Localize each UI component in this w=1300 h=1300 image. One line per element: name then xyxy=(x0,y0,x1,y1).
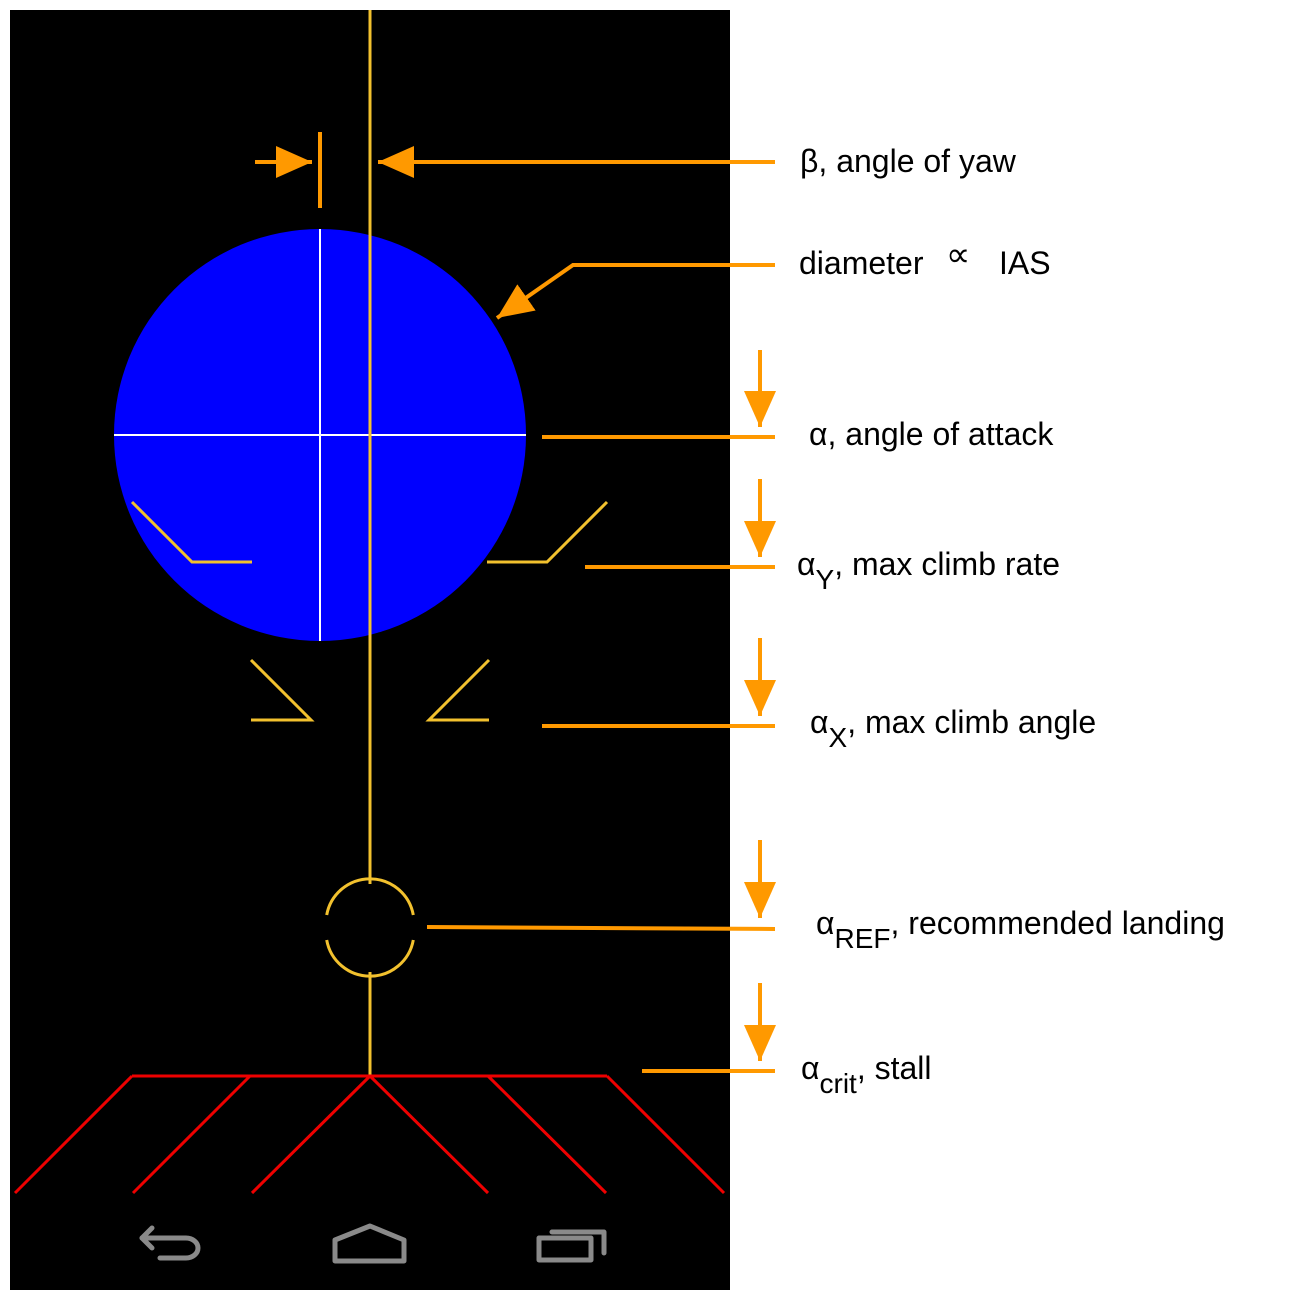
landing-reference-arc-top xyxy=(325,877,415,916)
max-climb-angle-chevron-left xyxy=(249,658,315,722)
annotations xyxy=(255,132,776,1073)
max-climb-rate-chevron-right xyxy=(487,500,609,564)
diameter-label: diameter ∝ IAS xyxy=(799,236,1051,281)
back-icon[interactable] xyxy=(139,1225,201,1261)
yaw-label: β, angle of yaw xyxy=(800,143,1017,179)
stall-ray xyxy=(13,1074,134,1195)
stall-ray xyxy=(131,1074,252,1195)
stall-label: αcrit, stall xyxy=(801,1050,932,1099)
max-climb-angle-chevron-right xyxy=(425,658,491,722)
diameter-arrow xyxy=(495,263,775,320)
max-climb-rate-label: αY, max climb rate xyxy=(797,546,1060,595)
landing-reference-arc-bottom xyxy=(325,939,415,978)
stall-ray xyxy=(605,1074,726,1195)
landing-label: αREF, recommended landing xyxy=(816,905,1225,954)
nav-bar xyxy=(139,1223,607,1264)
max-climb-rate-chevron-left xyxy=(130,500,252,564)
stall-ray xyxy=(250,1074,372,1195)
stall-ray xyxy=(486,1074,608,1195)
stall-fan xyxy=(13,1074,726,1195)
aoa-label: α, angle of attack xyxy=(809,416,1054,452)
proportional-symbol: ∝ xyxy=(946,236,970,274)
landing-leader xyxy=(426,925,776,931)
max-climb-angle-label: αX, max climb angle xyxy=(810,704,1096,753)
stall-ray xyxy=(368,1074,490,1195)
home-icon[interactable] xyxy=(332,1223,407,1264)
recents-icon[interactable] xyxy=(536,1229,607,1263)
